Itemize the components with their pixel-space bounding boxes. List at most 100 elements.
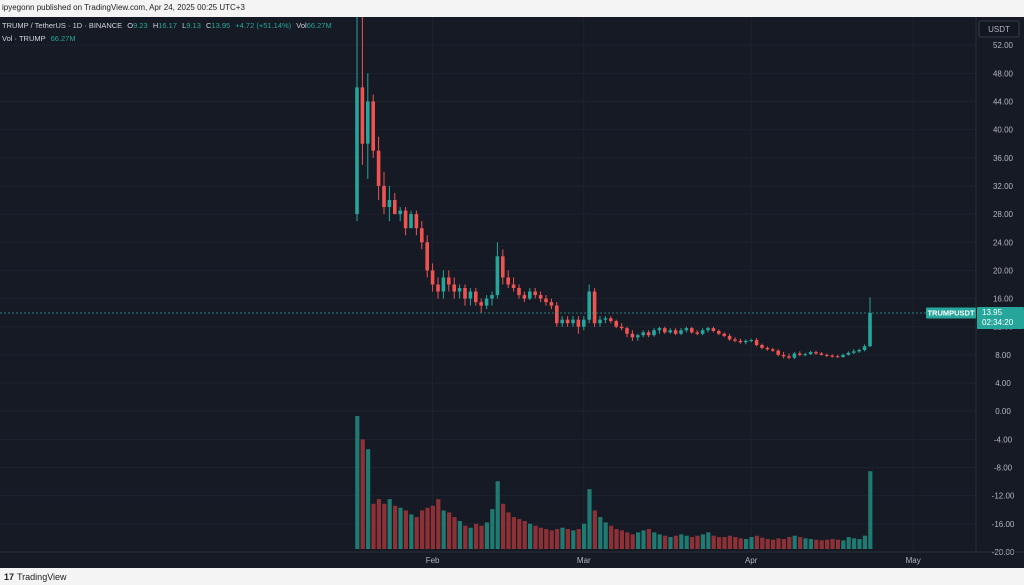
candle: [717, 329, 721, 336]
symbol-tag: [926, 307, 976, 319]
volume-bar: [771, 539, 776, 549]
candle-body: [495, 256, 500, 296]
candle-body: [765, 347, 770, 350]
volume-bar: [506, 512, 511, 549]
candle: [355, 17, 359, 222]
legend-volume-label[interactable]: Vol · TRUMP: [2, 34, 46, 43]
candle-body: [490, 295, 494, 299]
currency-badge[interactable]: USDT: [978, 20, 1020, 38]
candle-body: [511, 284, 516, 289]
candle-body: [506, 277, 510, 285]
volume-bar: [393, 505, 398, 549]
candle-body: [565, 319, 570, 324]
candle: [371, 94, 375, 158]
volume-bar: [641, 530, 646, 549]
volume-bar: [598, 517, 603, 549]
volume-bar: [792, 535, 797, 549]
candle: [565, 316, 570, 327]
volume-bar: [484, 522, 489, 549]
volume-bar: [852, 538, 857, 549]
candle: [673, 328, 678, 336]
candle: [771, 347, 775, 353]
price-tick-label: -4.00: [994, 435, 1013, 444]
legend-change: +4.72 (+51.14%): [235, 21, 291, 30]
brand[interactable]: 17 TradingView: [4, 572, 67, 582]
candle-body: [738, 340, 743, 343]
candle: [436, 277, 440, 299]
candle: [646, 330, 651, 338]
legend-close-label: C: [206, 21, 212, 30]
candle-body: [636, 335, 640, 338]
candle-body: [679, 330, 683, 334]
candle-body: [592, 291, 597, 324]
candle-body: [862, 346, 867, 350]
volume-bar: [366, 449, 371, 549]
volume-bar: [409, 514, 414, 549]
price-chart[interactable]: 52.00 48.00 44.00 40.00 36.00 32.00 28.00 24.00…: [0, 17, 1024, 568]
candle: [846, 351, 851, 356]
candle: [760, 343, 764, 350]
candle: [403, 207, 408, 236]
candle-body: [646, 332, 651, 336]
volume-bar: [690, 537, 695, 549]
candle: [495, 242, 500, 299]
price-tick-label: 8.00: [995, 351, 1011, 360]
price-tick-label: 28.00: [993, 210, 1014, 219]
volume-bar: [495, 481, 500, 549]
price-tag-value: 13.95: [982, 308, 1003, 317]
volume-bar: [490, 509, 495, 549]
volume-bar: [673, 535, 678, 549]
candle: [663, 326, 667, 334]
candle-body: [441, 277, 446, 292]
publish-line: ipyegonn published on TradingView.com, A…: [2, 3, 245, 12]
volume-bar: [787, 537, 792, 549]
candle-body: [625, 328, 629, 334]
candle-body: [398, 210, 402, 215]
candle-body: [652, 330, 656, 336]
candle: [528, 288, 532, 300]
volume-bar: [760, 537, 765, 549]
candle-body: [430, 270, 435, 285]
candle-body: [846, 352, 851, 355]
volume-bar: [630, 534, 635, 549]
candle: [538, 291, 543, 303]
candle: [544, 295, 548, 306]
candle-body: [857, 349, 861, 352]
candle-body: [641, 332, 645, 336]
candle: [792, 352, 797, 360]
candle: [841, 353, 845, 358]
candle: [463, 284, 467, 306]
volume-bar: [425, 507, 430, 549]
price-axis[interactable]: [976, 17, 1024, 568]
candle-body: [619, 326, 624, 329]
volume-bar: [798, 537, 803, 549]
candle: [425, 235, 429, 278]
volume-bar: [846, 537, 851, 549]
volume-bar: [695, 535, 700, 549]
volume-bar: [436, 499, 441, 549]
volume-bar: [830, 539, 835, 549]
candle-body: [463, 288, 467, 299]
volume-bar: [544, 529, 549, 549]
symbol-tag-label: TRUMPUSDT: [927, 309, 974, 318]
candle: [690, 326, 694, 334]
legend-symbol[interactable]: TRUMP / TetherUS · 1D · BINANCE: [2, 21, 122, 30]
candle: [679, 328, 683, 336]
volume-bar: [609, 525, 614, 549]
candle-body: [690, 328, 694, 333]
candle: [430, 263, 435, 292]
candle-body: [803, 354, 807, 356]
candle: [533, 288, 537, 299]
candle: [808, 350, 813, 355]
volume-bar: [382, 503, 387, 549]
candle: [366, 73, 370, 179]
candle: [727, 333, 732, 341]
legend-close-value: 13.95: [211, 21, 230, 30]
candle-body: [522, 295, 527, 299]
volume-bar: [668, 537, 673, 549]
candle: [441, 270, 446, 299]
price-tick-label: 44.00: [993, 97, 1014, 106]
publish-bar: ipyegonn published on TradingView.com, A…: [0, 0, 1024, 17]
candle-body: [825, 354, 829, 356]
candle-body: [771, 349, 775, 351]
